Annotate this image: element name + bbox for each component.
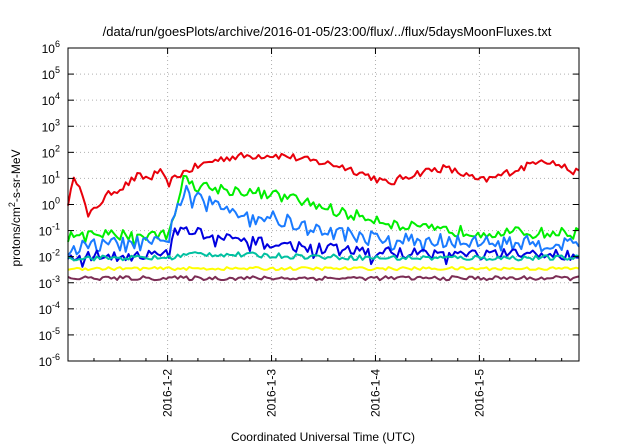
y-tick-label: 10-1 [39, 222, 60, 239]
series-line-6 [67, 275, 580, 282]
y-tick-label: 10-5 [39, 326, 60, 343]
x-axis-label: Coordinated Universal Time (UTC) [231, 430, 415, 444]
chart-title: /data/run/goesPlots/archive/2016-01-05/2… [103, 24, 552, 39]
x-tick-label: 2016-1-5 [472, 369, 486, 417]
axes: 2016-1-2 2016-1-3 2016-1-4 2016-1-5 10-6 10-5… [39, 39, 580, 417]
y-tick-label: 102 [42, 143, 60, 160]
y-tick-label: 106 [42, 39, 60, 56]
y-axis-label: protons/cm2-s-sr-MeV [7, 149, 23, 266]
series-line-1 [67, 174, 580, 249]
y-tick-label: 10-2 [39, 248, 60, 265]
y-tick-label: 10-6 [39, 352, 60, 369]
y-tick-label: 100 [42, 196, 60, 213]
x-tick-label: 2016-1-4 [368, 369, 382, 417]
y-tick-label: 10-3 [39, 274, 60, 291]
y-tick-label: 103 [42, 117, 60, 134]
y-axis-label-post: -s-sr-MeV [9, 149, 23, 202]
series-group [67, 151, 580, 282]
series-line-3 [67, 226, 580, 268]
series-line-0 [67, 151, 580, 218]
grid [68, 48, 579, 361]
x-tick-label: 2016-1-2 [161, 369, 175, 417]
y-tick-label: 104 [42, 91, 60, 108]
y-axis-label-pre: protons/cm [9, 207, 23, 266]
y-tick-label: 10-4 [39, 300, 60, 317]
x-tick-label: 2016-1-3 [265, 369, 279, 417]
series-line-5 [67, 266, 580, 272]
plot-frame [67, 47, 580, 362]
series-line-4 [67, 251, 580, 262]
y-axis-label-sup: 2 [7, 202, 17, 207]
y-tick-label: 101 [42, 169, 60, 186]
y-tick-label: 105 [42, 65, 60, 82]
series-line-2 [67, 184, 580, 256]
